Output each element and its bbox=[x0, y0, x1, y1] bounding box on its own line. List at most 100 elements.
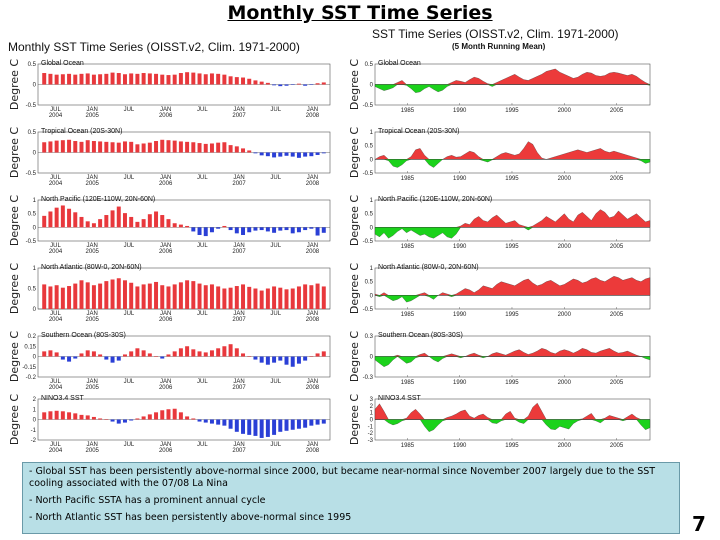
bar bbox=[135, 221, 140, 228]
x-tick-label: JUL bbox=[50, 243, 61, 249]
bar bbox=[160, 356, 165, 359]
bar bbox=[259, 227, 264, 231]
bar bbox=[191, 142, 196, 153]
x-tick-label: JAN bbox=[233, 379, 244, 385]
x-tick-label: 1990 bbox=[453, 312, 467, 318]
bar bbox=[166, 219, 171, 228]
bar bbox=[42, 284, 47, 309]
bar bbox=[321, 286, 326, 309]
x-tick-label: 2005 bbox=[86, 448, 100, 454]
negative-area bbox=[374, 159, 651, 168]
bar bbox=[272, 84, 277, 86]
bar bbox=[154, 73, 159, 85]
bar bbox=[309, 84, 314, 85]
bar bbox=[116, 142, 121, 153]
right-panel-subheader: (5 Month Running Mean) bbox=[452, 42, 546, 51]
y-axis-label: Degree C bbox=[348, 59, 361, 111]
panel-title: North Pacific (120E-110W, 20N-60N) bbox=[41, 196, 155, 203]
bar bbox=[91, 416, 96, 420]
bar bbox=[85, 282, 90, 309]
bar bbox=[166, 140, 171, 153]
bar bbox=[234, 419, 239, 432]
right-chart-1: Degree C Tropical Ocean (20S-30N) 1 0.5 0 -0.… bbox=[348, 127, 651, 182]
x-tick-label: 2005 bbox=[610, 176, 624, 182]
bar bbox=[98, 283, 103, 309]
bar bbox=[265, 356, 270, 365]
bar bbox=[141, 284, 146, 309]
x-tick-label: JUL bbox=[50, 175, 61, 181]
bar bbox=[67, 412, 72, 420]
x-tick-label: JUL bbox=[50, 107, 61, 113]
bar bbox=[272, 356, 277, 363]
bar bbox=[147, 353, 152, 357]
x-tick-label: 2007 bbox=[232, 181, 246, 187]
left-chart-5: Degree C NINO3.4 SST210-1-2JUL2004JAN2005… bbox=[8, 394, 331, 454]
bar bbox=[321, 419, 326, 424]
x-tick-label: JAN bbox=[87, 107, 98, 113]
x-tick-label: 1995 bbox=[505, 244, 519, 250]
x-tick-label: JAN bbox=[87, 175, 98, 181]
bar bbox=[172, 284, 177, 309]
bar bbox=[129, 216, 134, 228]
bar bbox=[91, 223, 96, 228]
bar bbox=[222, 419, 227, 426]
x-tick-label: 2005 bbox=[610, 244, 624, 250]
positive-area bbox=[374, 402, 650, 420]
x-tick-label: JAN bbox=[233, 442, 244, 448]
x-tick-label: 2008 bbox=[306, 249, 320, 255]
bar bbox=[110, 419, 115, 422]
bar bbox=[216, 227, 221, 229]
bar bbox=[54, 207, 59, 228]
bar bbox=[85, 415, 90, 420]
bar bbox=[197, 73, 202, 85]
bar bbox=[296, 152, 301, 158]
bar bbox=[79, 141, 84, 153]
bar bbox=[265, 227, 270, 232]
y-tick-label: 0.5 bbox=[365, 62, 374, 68]
positive-area bbox=[374, 141, 651, 160]
x-tick-label: 2005 bbox=[610, 443, 624, 449]
bar bbox=[79, 73, 84, 85]
negative-area bbox=[374, 295, 651, 303]
bar bbox=[228, 76, 233, 85]
x-tick-label: JUL bbox=[270, 442, 281, 448]
x-tick-label: 2008 bbox=[306, 448, 320, 454]
bar bbox=[60, 356, 65, 360]
right-panel-header: SST Time Series (OISST.v2, Clim. 1971-20… bbox=[372, 27, 619, 41]
x-tick-label: 1995 bbox=[505, 380, 519, 386]
bar bbox=[122, 213, 127, 228]
y-tick-label: 0.5 bbox=[365, 212, 374, 218]
x-tick-label: 2004 bbox=[49, 448, 63, 454]
x-tick-label: JUL bbox=[270, 243, 281, 249]
bar bbox=[241, 227, 246, 235]
bar bbox=[73, 141, 78, 153]
y-axis-label: Degree C bbox=[8, 394, 21, 446]
bar bbox=[209, 419, 214, 424]
bar bbox=[110, 356, 115, 363]
x-tick-label: 1995 bbox=[505, 312, 519, 318]
bar bbox=[141, 143, 146, 153]
panel-title: Global Ocean bbox=[41, 60, 84, 67]
right-chart-2: Degree C North Pacific (120E-110W, 20N-60… bbox=[348, 195, 651, 250]
bar bbox=[259, 152, 264, 156]
y-axis-label: Degree C bbox=[348, 394, 361, 446]
bar bbox=[116, 356, 121, 361]
bar bbox=[185, 141, 190, 153]
x-tick-label: 2004 bbox=[49, 385, 63, 391]
bar bbox=[303, 84, 308, 86]
bar bbox=[67, 208, 72, 228]
y-tick-label: 0.5 bbox=[365, 144, 374, 150]
positive-area bbox=[374, 276, 651, 296]
bar bbox=[241, 419, 246, 434]
panel-title: North Atlantic (80W-0, 20N-60N) bbox=[41, 264, 142, 271]
x-tick-label: JAN bbox=[233, 175, 244, 181]
x-tick-label: 1985 bbox=[401, 244, 415, 250]
y-tick-label: 0 bbox=[370, 157, 374, 163]
bar bbox=[172, 223, 177, 228]
x-tick-label: 2006 bbox=[159, 113, 173, 119]
bar bbox=[197, 283, 202, 309]
bar bbox=[160, 285, 165, 309]
y-tick-label: 0.2 bbox=[28, 334, 37, 340]
left-chart-0: Degree C Global Ocean0.50-0.5JUL2004JAN20… bbox=[8, 59, 331, 119]
positive-area bbox=[375, 348, 650, 357]
